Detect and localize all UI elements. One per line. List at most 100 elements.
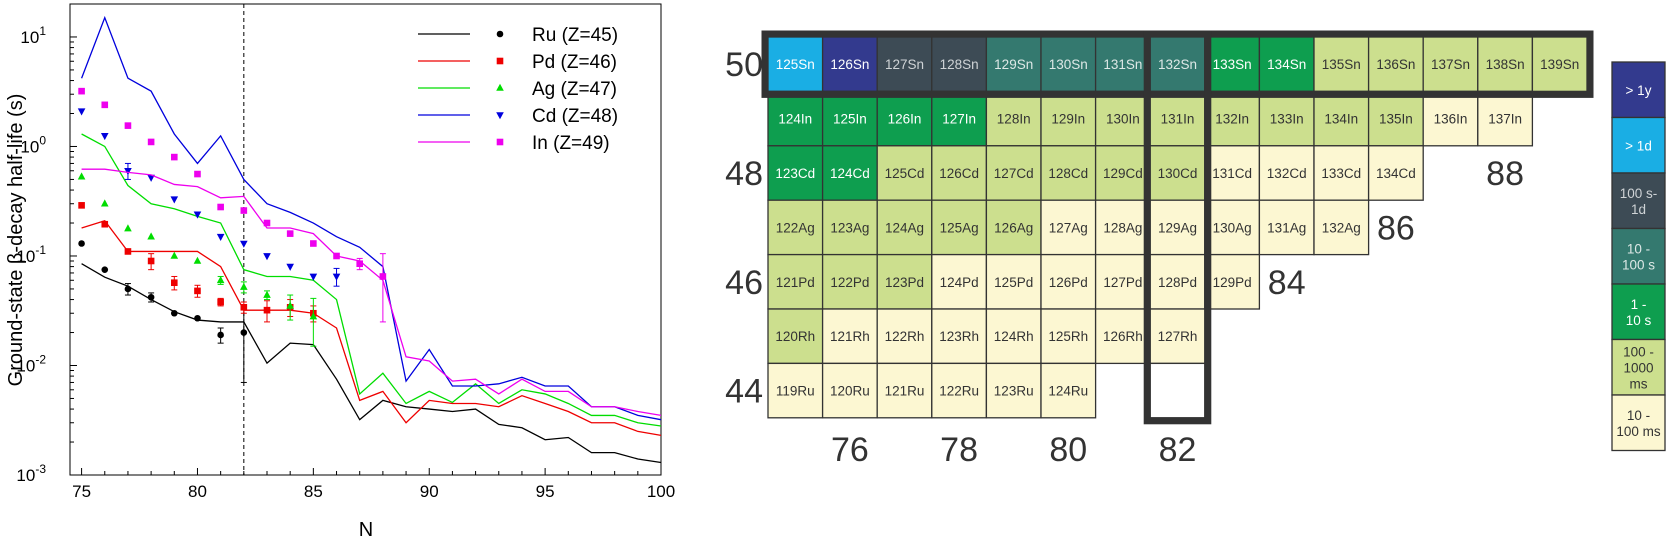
data-point xyxy=(124,122,132,129)
calc-line xyxy=(81,168,662,417)
nuclide-cell: 129In xyxy=(1040,90,1097,147)
nuclide-cell: 139Sn xyxy=(1531,36,1588,93)
magic-number-frames xyxy=(761,30,1594,425)
cell-label: 124Pd xyxy=(940,275,979,290)
nuclide-cell: 130In xyxy=(1094,90,1151,147)
cell-label: 130Sn xyxy=(1049,57,1088,72)
nuclide-cell: 132Sn xyxy=(1149,36,1206,93)
cell-label: 128Sn xyxy=(940,57,979,72)
cell-box xyxy=(821,362,878,419)
cell-label: 125Rh xyxy=(1048,329,1088,344)
nuclide-cell: 134In xyxy=(1313,90,1370,147)
nuclide-cell: 128Pd xyxy=(1149,253,1206,310)
cell-box xyxy=(767,308,824,365)
nuclide-cell: 126Rh xyxy=(1094,308,1151,365)
nuclide-cell: 123Cd xyxy=(767,145,824,201)
legend-swatch: 10 -100 s xyxy=(1611,227,1666,285)
cell-label: 130In xyxy=(1106,112,1140,127)
legend-marker xyxy=(496,138,504,146)
swatch-label: > 1d xyxy=(1625,138,1652,153)
cell-box xyxy=(985,362,1042,419)
nuclide-cell: 124In xyxy=(767,90,824,147)
cell-label: 127Rh xyxy=(1158,329,1198,344)
x-tick-label: 100 xyxy=(647,482,675,501)
cell-label: 135Sn xyxy=(1322,57,1361,72)
cell-label: 132Cd xyxy=(1267,166,1307,181)
cell-label: 135In xyxy=(1379,112,1413,127)
cell-label: 134Sn xyxy=(1267,57,1306,72)
cell-label: 119Ru xyxy=(776,384,815,399)
swatch-label: 10 -100 ms xyxy=(1616,408,1661,439)
n-label: 88 xyxy=(1486,155,1524,193)
half-life-chart: 10-3 10-2 10-1 100 101 75 80 85 90 95 100 N Groun… xyxy=(5,3,675,540)
data-point xyxy=(263,253,271,261)
nuclide-cell: 128Sn xyxy=(931,36,988,93)
y-tick-label: 10-1 xyxy=(16,243,46,266)
nuclide-cell: 133In xyxy=(1258,90,1315,147)
z-label: 46 xyxy=(725,264,763,302)
cell-box xyxy=(1367,36,1424,93)
cell-label: 127Cd xyxy=(994,166,1034,181)
cell-label: 121Rh xyxy=(830,329,870,344)
nuclide-cell: 129Sn xyxy=(985,36,1042,93)
swatch-box xyxy=(1611,61,1666,119)
cell-label: 130Ag xyxy=(1213,220,1252,235)
nuclide-cell: 120Ru xyxy=(821,362,878,419)
cell-box xyxy=(1040,90,1097,147)
data-point xyxy=(263,306,271,314)
cell-label: 127Pd xyxy=(1103,275,1142,290)
data-point xyxy=(194,287,201,295)
cell-box xyxy=(1149,36,1206,93)
cell-label: 137Sn xyxy=(1431,57,1470,72)
nuclide-cell: 126Pd xyxy=(1040,253,1097,310)
series-layer xyxy=(77,15,662,464)
cell-label: 133In xyxy=(1270,112,1304,127)
halflife-color-legend: > 1y > 1d 100 s-1d 10 -100 s 1 -10 s 100 -100… xyxy=(1611,61,1666,452)
data-point xyxy=(78,240,85,247)
cell-label: 120Rh xyxy=(775,329,815,344)
data-point xyxy=(217,298,224,306)
nuclide-cell: 127Ag xyxy=(1040,199,1097,256)
data-point xyxy=(101,101,109,109)
nuclide-cell: 119Ru xyxy=(767,362,824,419)
x-tick-label: 75 xyxy=(72,482,91,501)
swatch-label: > 1y xyxy=(1626,83,1652,98)
y-tick-label: 10-2 xyxy=(16,352,46,375)
data-point xyxy=(240,240,248,248)
nuclide-cell: 135In xyxy=(1367,90,1424,147)
cell-label: 134Cd xyxy=(1376,166,1416,181)
data-point xyxy=(193,211,202,219)
y-tick-label: 100 xyxy=(20,133,46,156)
cell-label: 123Ag xyxy=(830,220,869,235)
data-point xyxy=(193,256,202,264)
data-point xyxy=(170,251,179,259)
cell-label: 139Sn xyxy=(1540,57,1579,72)
legend-swatch: 1 -10 s xyxy=(1611,283,1666,341)
cell-box xyxy=(1313,199,1370,256)
data-point xyxy=(216,233,225,241)
data-point xyxy=(101,266,109,273)
swatch-label: 100 s-1d xyxy=(1620,186,1658,217)
nuclide-cell: 121Rh xyxy=(821,308,878,365)
cell-label: 120Ru xyxy=(830,384,870,399)
chart-legend: Ru (Z=45) Pd (Z=46) Ag (Z=47) Cd (Z=48) In (… xyxy=(418,25,618,154)
x-axis-ticks: 75 80 85 90 95 100 xyxy=(72,468,675,501)
data-point xyxy=(78,87,85,95)
nuclide-cell: 125Cd xyxy=(876,145,933,201)
data-point xyxy=(147,232,155,240)
legend-marker xyxy=(496,112,504,120)
nuclide-cell: 133Sn xyxy=(1204,36,1261,93)
cell-label: 133Cd xyxy=(1321,166,1361,181)
data-point xyxy=(309,312,318,320)
legend-swatch: 10 -100 ms xyxy=(1611,394,1666,452)
nuclide-cell: 122Ag xyxy=(767,199,824,256)
data-point xyxy=(170,279,178,287)
data-point xyxy=(194,170,201,178)
cell-label: 129Sn xyxy=(994,57,1033,72)
legend-label: Cd (Z=48) xyxy=(532,106,618,127)
cell-box xyxy=(1149,90,1206,147)
cell-label: 138Sn xyxy=(1486,57,1525,72)
swatch-box xyxy=(1611,283,1666,341)
cell-box xyxy=(876,36,933,93)
y-axis-ticks: 10-3 10-2 10-1 100 101 xyxy=(16,3,77,485)
